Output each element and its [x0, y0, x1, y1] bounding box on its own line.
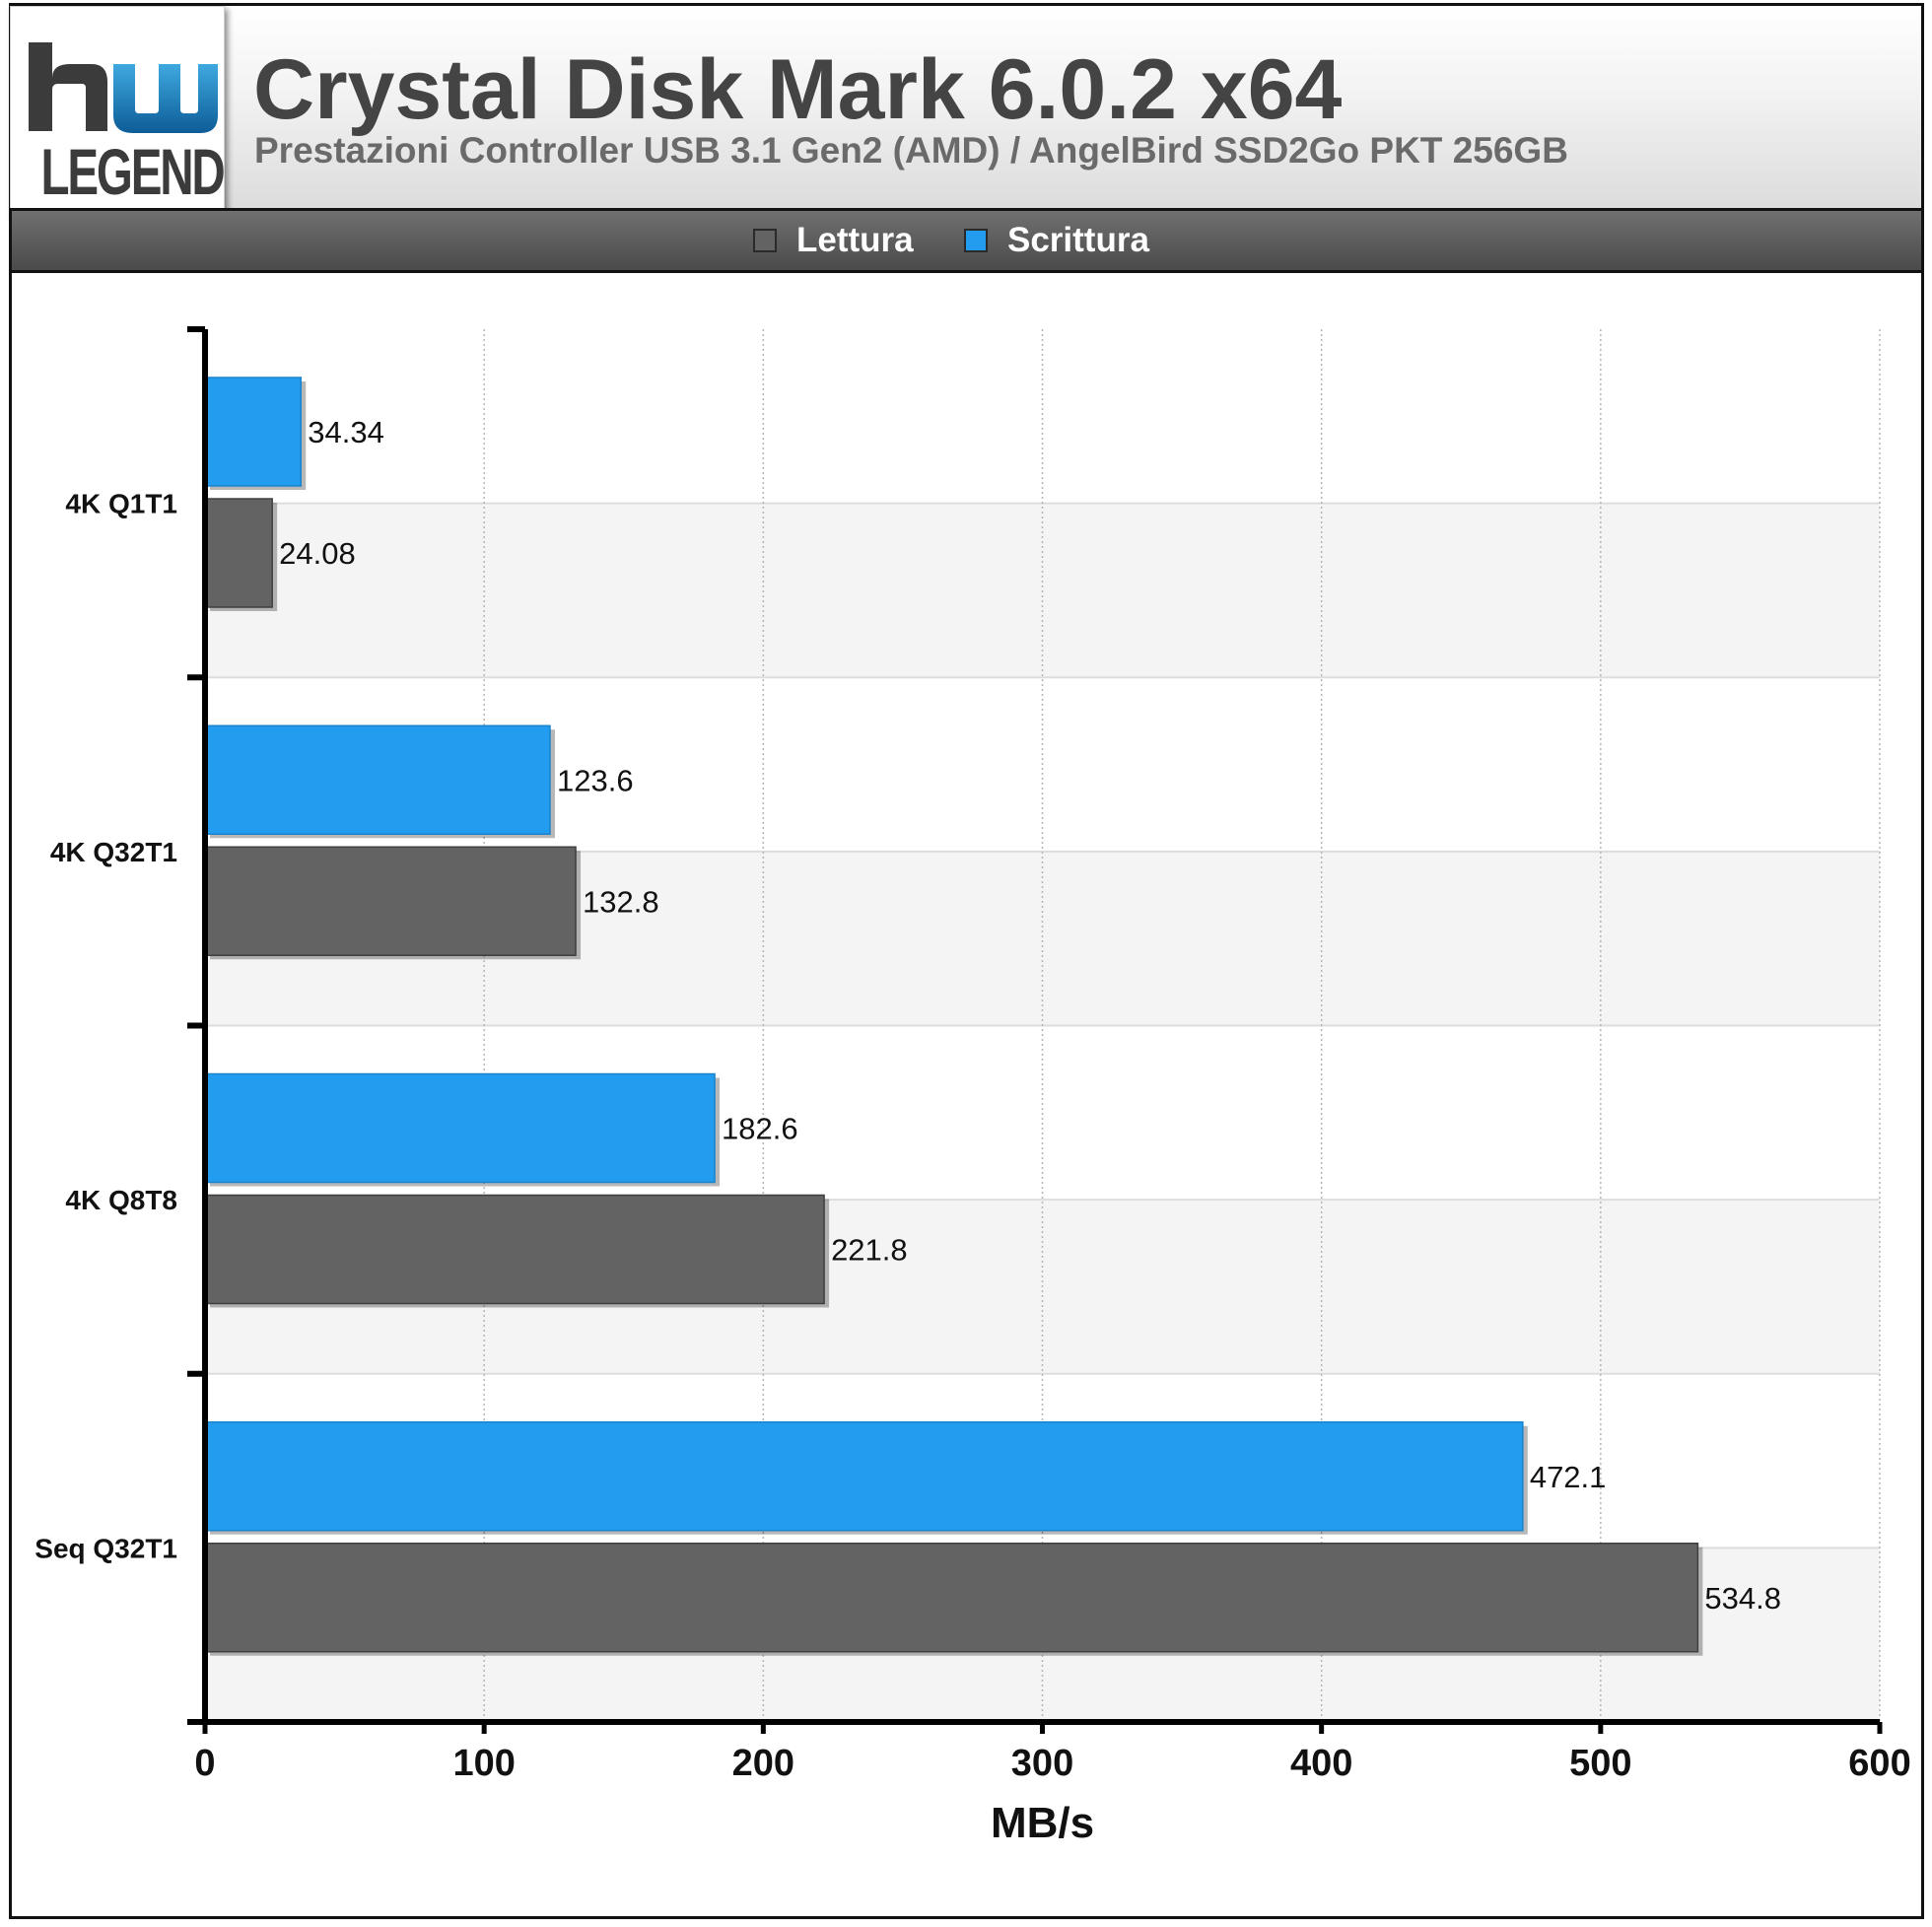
legend-item-lettura: Lettura — [753, 221, 914, 259]
bars — [204, 377, 1703, 1656]
legend-label-scrittura: Scrittura — [1007, 221, 1149, 259]
x-tick-label: 100 — [452, 1743, 515, 1784]
logo-text: LEGEND — [40, 135, 226, 208]
x-axis-label: MB/s — [991, 1799, 1094, 1847]
x-tick-label: 500 — [1569, 1743, 1631, 1784]
hwlegend-logo: LEGEND — [10, 6, 226, 219]
labels: 34.34 24.08 4K Q1T1 123.6 132.8 4K Q32T1 182.6… — [34, 415, 1910, 1847]
legend-swatch-scrittura — [964, 229, 988, 252]
bar — [204, 1421, 1524, 1532]
category-label: Seq Q32T1 — [34, 1533, 177, 1563]
data-label: 34.34 — [308, 415, 384, 449]
data-label: 24.08 — [279, 536, 356, 571]
bar — [204, 724, 551, 835]
x-tick-label: 600 — [1848, 1743, 1910, 1784]
data-label: 182.6 — [722, 1112, 798, 1146]
bar — [204, 498, 273, 608]
category-label: 4K Q8T8 — [65, 1185, 177, 1215]
data-label: 123.6 — [557, 763, 634, 797]
legend-item-scrittura: Scrittura — [964, 221, 1149, 259]
x-tick-label: 200 — [732, 1743, 794, 1784]
band-upper — [205, 329, 1880, 504]
legend-swatch-lettura — [753, 229, 777, 252]
chart-title: Crystal Disk Mark 6.0.2 x64 — [253, 42, 1343, 137]
data-label: 472.1 — [1530, 1460, 1607, 1494]
hw-logo-icon — [29, 42, 218, 133]
x-tick-label: 400 — [1290, 1743, 1352, 1784]
axes — [187, 326, 1883, 1734]
bar — [204, 377, 302, 487]
bar — [204, 846, 577, 956]
data-label: 132.8 — [583, 884, 659, 919]
data-label: 221.8 — [831, 1233, 908, 1268]
data-label: 534.8 — [1704, 1581, 1781, 1616]
chart-subtitle: Prestazioni Controller USB 3.1 Gen2 (AMD… — [254, 130, 1568, 171]
category-label: 4K Q32T1 — [50, 837, 177, 867]
x-tick-label: 300 — [1011, 1743, 1073, 1784]
x-tick-label: 0 — [194, 1743, 215, 1784]
chart-header: Crystal Disk Mark 6.0.2 x64 Prestazioni … — [9, 3, 1924, 208]
legend: Lettura Scrittura — [9, 208, 1924, 273]
gridlines — [483, 329, 1881, 1722]
bar — [204, 1543, 1699, 1653]
bar — [204, 1194, 825, 1305]
legend-label-lettura: Lettura — [796, 221, 914, 259]
bar — [204, 1072, 716, 1184]
category-label: 4K Q1T1 — [65, 489, 177, 519]
